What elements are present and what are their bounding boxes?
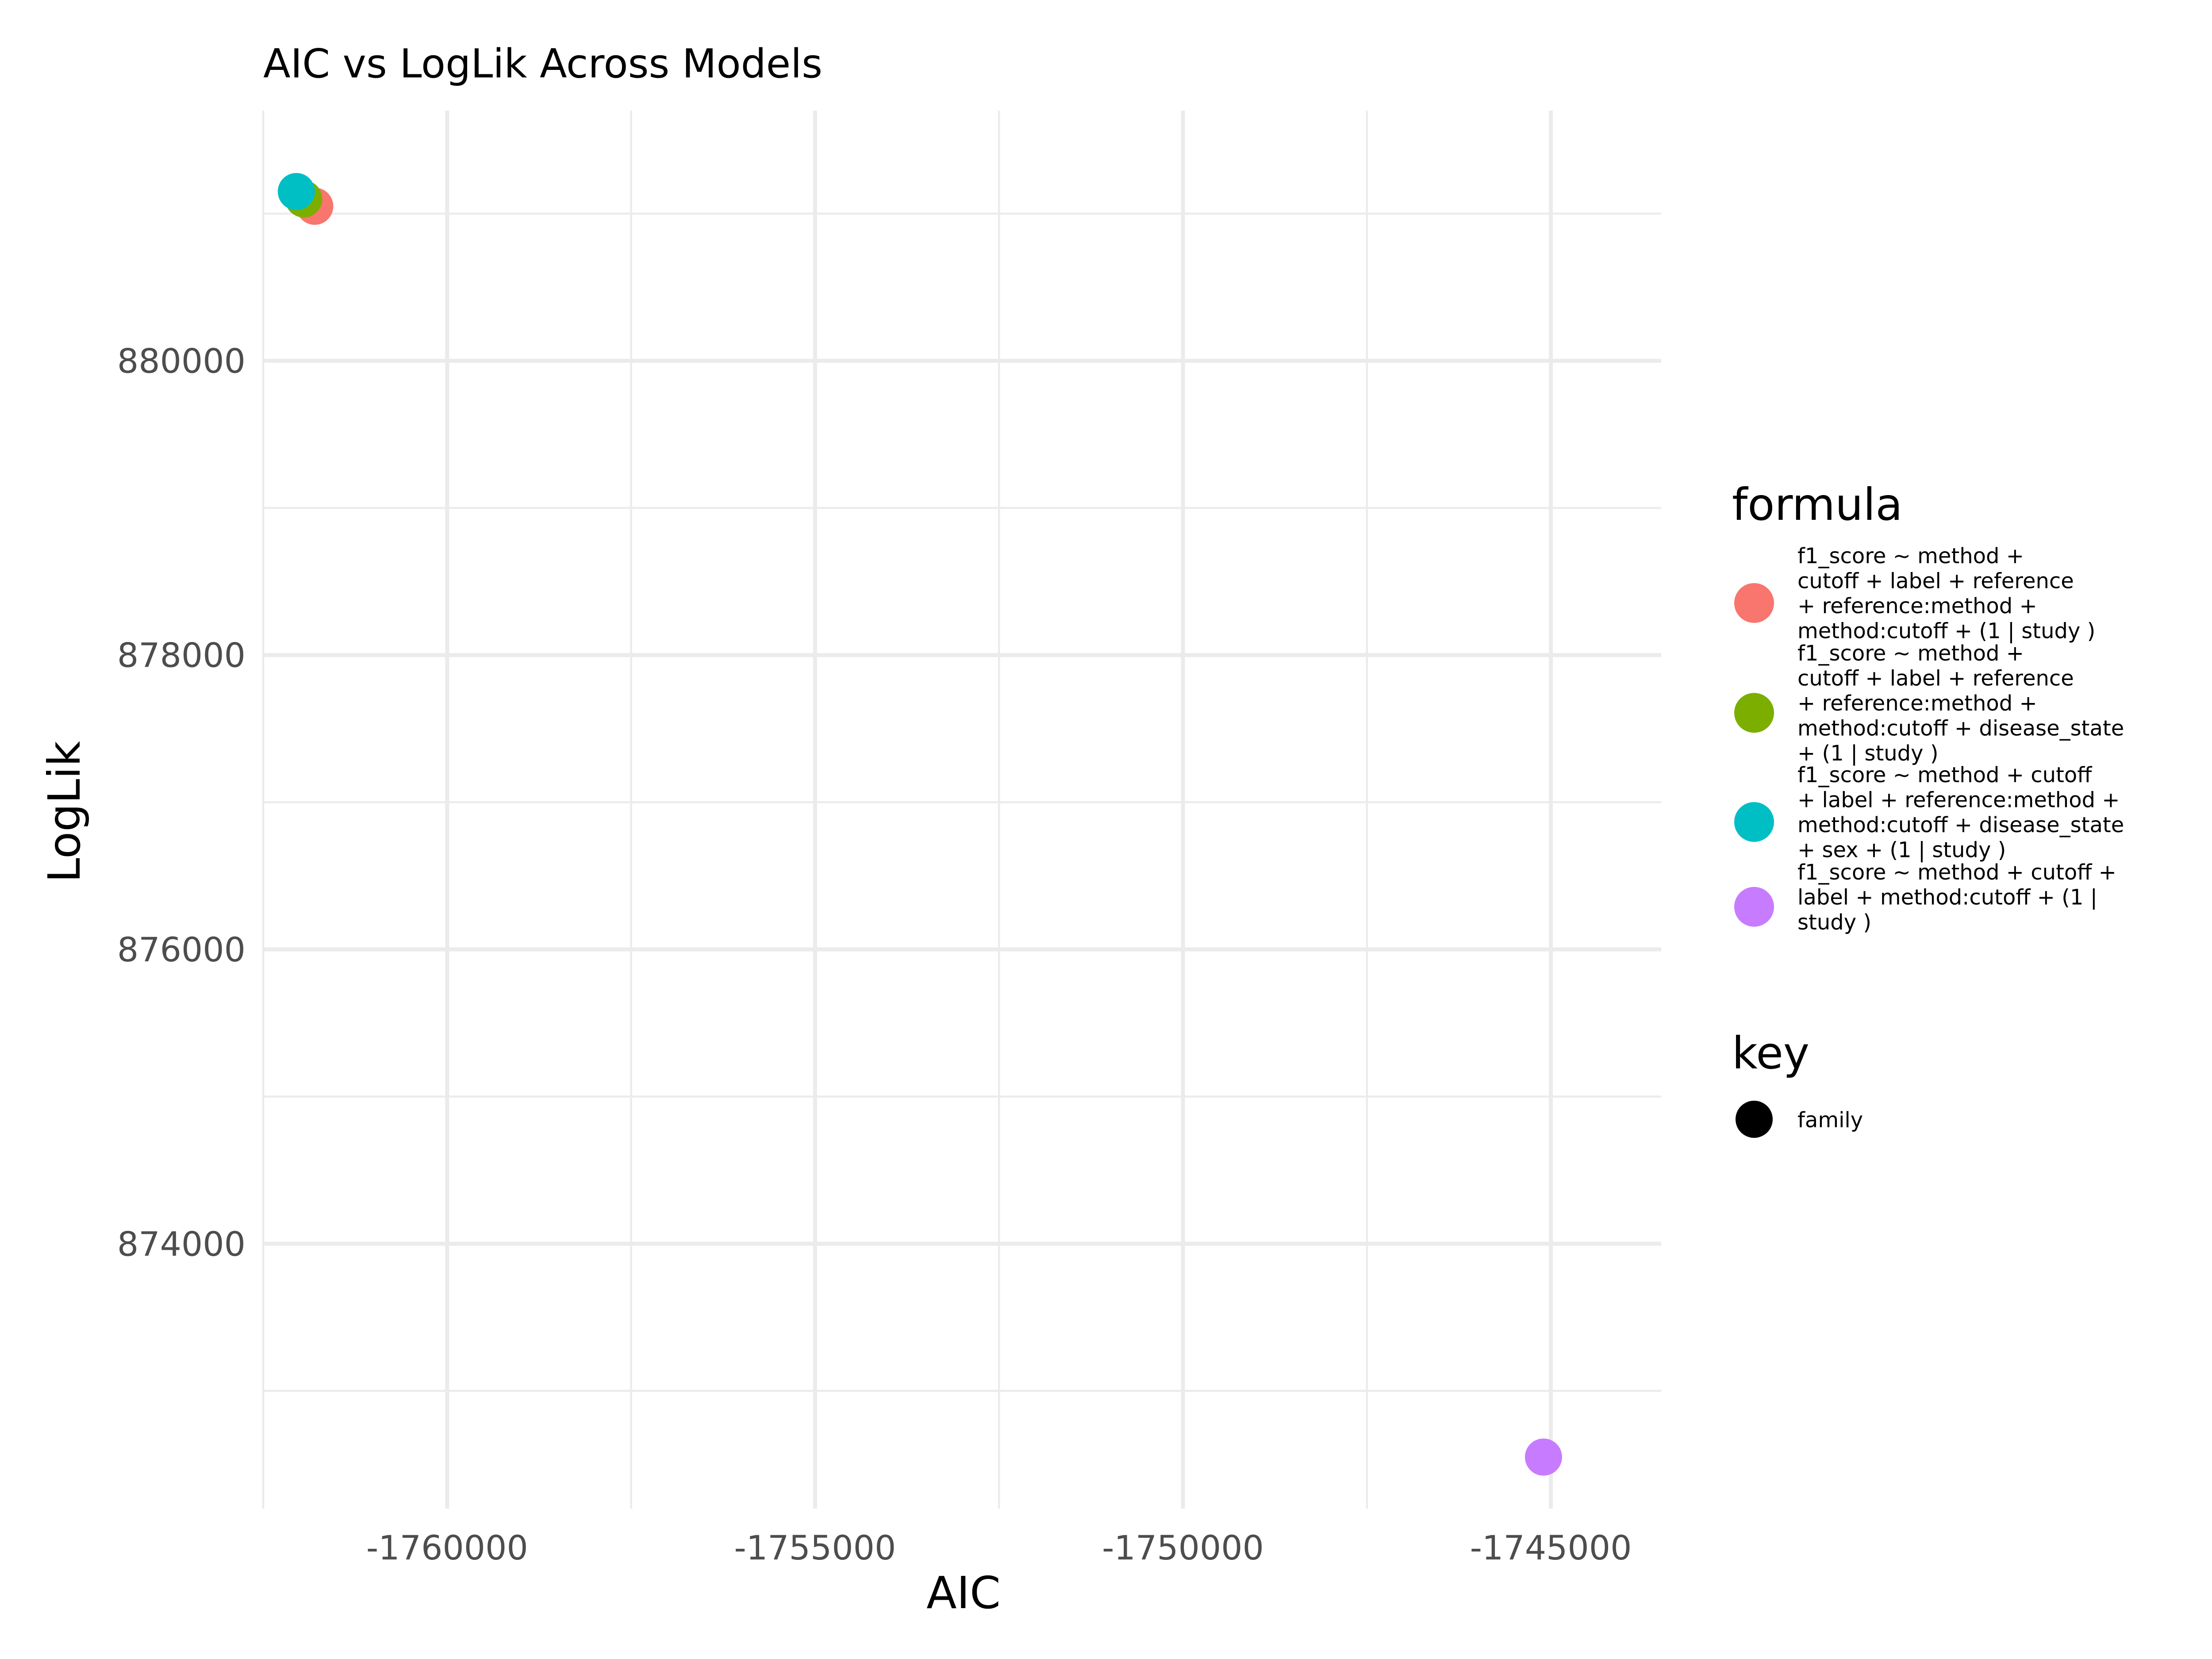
legend-formula: formula f1_score ~ method +cutoff + labe… xyxy=(1732,479,2124,935)
legend-key-glyph xyxy=(1734,693,1774,733)
x-tick-label: -1760000 xyxy=(366,1528,528,1567)
x-axis-title: AIC xyxy=(926,1567,1001,1619)
legend-label-line: f1_score ~ method + xyxy=(1797,641,2024,666)
legend-label-line: + reference:method + xyxy=(1797,691,2037,716)
y-tick-label: 874000 xyxy=(117,1224,246,1263)
legend-label-line: + sex + (1 | study ) xyxy=(1797,838,2006,863)
legend-label-line: cutoff + label + reference xyxy=(1797,666,2074,691)
data-point xyxy=(1525,1438,1562,1476)
legend-label-line: study ) xyxy=(1797,910,1871,935)
legend-label-line: label + method:cutoff + (1 | xyxy=(1797,885,2097,910)
data-point xyxy=(277,173,315,210)
legend-label-line: method:cutoff + disease_state xyxy=(1797,813,2124,837)
y-tick-label: 878000 xyxy=(117,636,246,675)
x-tick-label: -1750000 xyxy=(1102,1528,1264,1567)
legend-key: key family xyxy=(1732,1027,1863,1138)
legend-key-glyph xyxy=(1734,802,1774,842)
x-axis-ticks: -1760000 -1755000 -1750000 -1745000 xyxy=(366,1528,1632,1567)
legend-label-line: + label + reference:method + xyxy=(1797,788,2120,813)
x-tick-label: -1755000 xyxy=(734,1528,896,1567)
legend-label-line: + (1 | study ) xyxy=(1797,741,1939,766)
legend-key-title: key xyxy=(1732,1027,1809,1079)
legend-key-label: family xyxy=(1797,1108,1863,1133)
legend-label-line: + reference:method + xyxy=(1797,594,2037,618)
y-axis-title: LogLik xyxy=(38,741,90,883)
legend-label-line: f1_score ~ method + xyxy=(1797,544,2024,568)
chart-title: AIC vs LogLik Across Models xyxy=(263,41,822,87)
legend-label-line: method:cutoff + disease_state xyxy=(1797,716,2124,741)
legend-label-line: f1_score ~ method + cutoff + xyxy=(1797,860,2116,885)
grid xyxy=(262,111,1661,1509)
legend-key-glyph xyxy=(1734,583,1774,623)
y-axis-ticks: 874000 876000 878000 880000 xyxy=(117,341,246,1263)
legend-label-line: f1_score ~ method + cutoff xyxy=(1797,763,2092,787)
y-tick-label: 876000 xyxy=(117,930,246,969)
y-tick-label: 880000 xyxy=(117,341,246,380)
legend-key-glyph xyxy=(1734,887,1774,927)
legend-key-glyph xyxy=(1736,1101,1773,1138)
x-tick-label: -1745000 xyxy=(1470,1528,1632,1567)
legend-label-line: method:cutoff + (1 | study ) xyxy=(1797,619,2095,644)
legend-formula-title: formula xyxy=(1732,479,1903,530)
legend-label-line: cutoff + label + reference xyxy=(1797,569,2074,594)
data-points xyxy=(277,173,1562,1476)
